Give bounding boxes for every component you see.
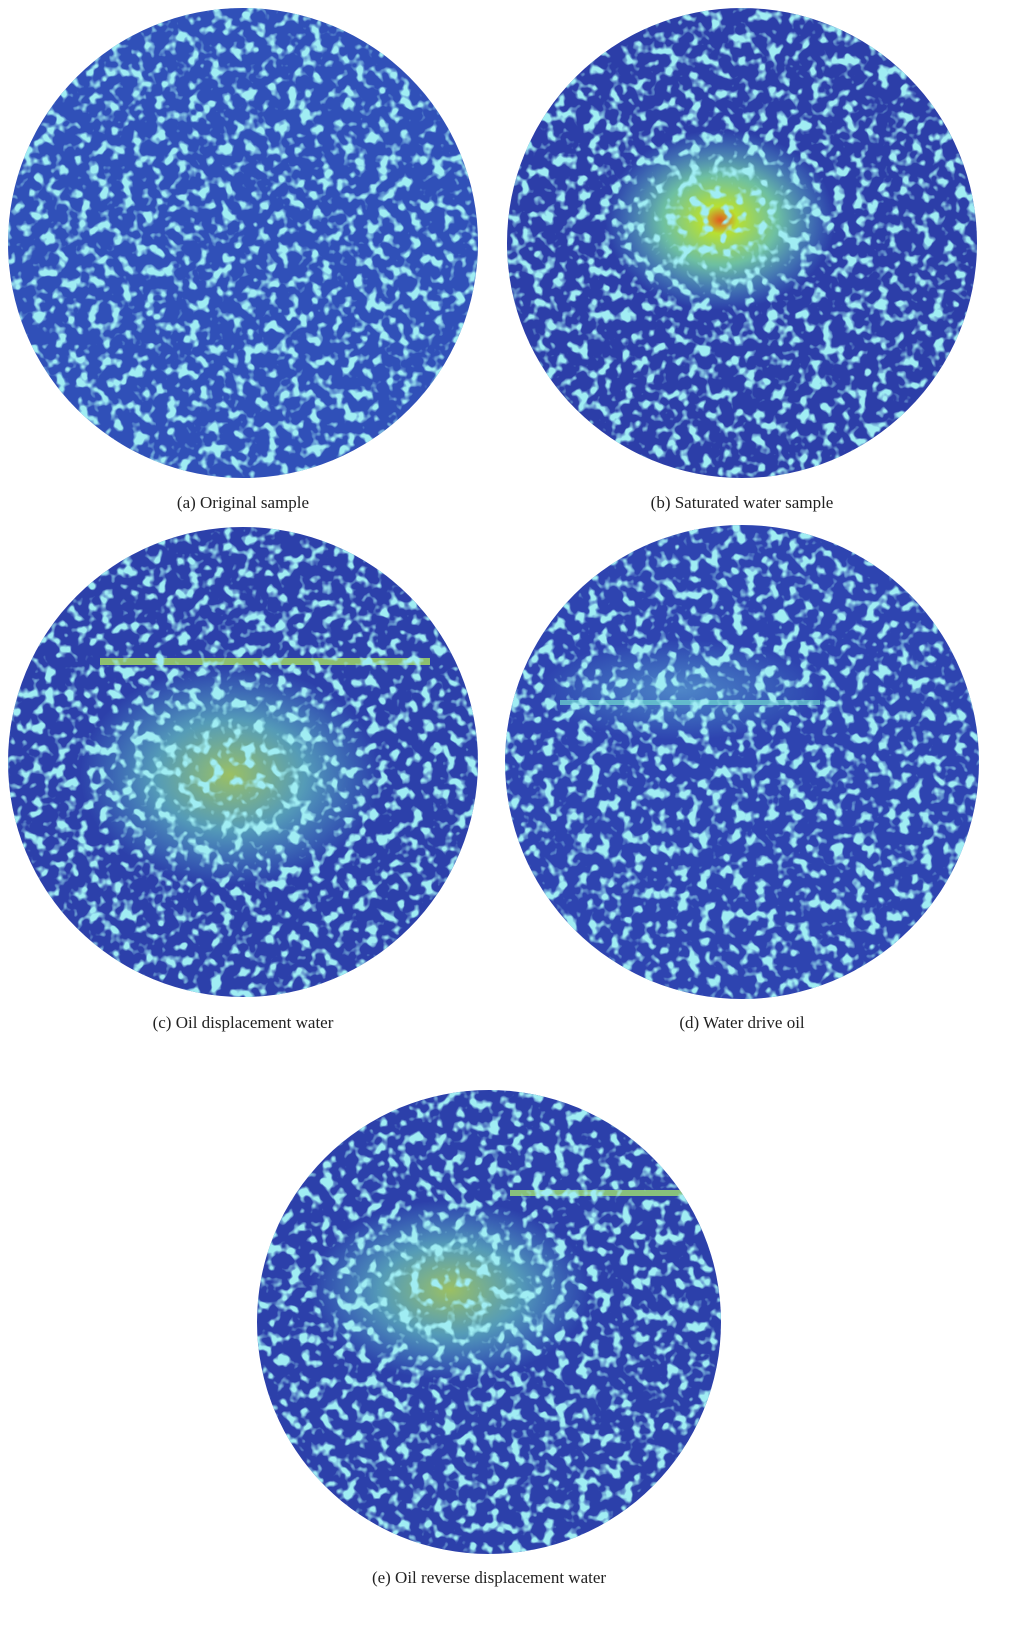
caption: (a) Original sample: [177, 493, 309, 512]
caption: (e) Oil reverse displacement water: [372, 1568, 606, 1587]
scan-image: [500, 520, 990, 1010]
caption: (d) Water drive oil: [679, 1013, 805, 1032]
page: (a) Original sample (b) Saturated water …: [0, 0, 1017, 1634]
scan-image: [0, 0, 490, 490]
caption: (c) Oil displacement water: [153, 1013, 334, 1032]
caption: (b) Saturated water sample: [651, 493, 834, 512]
scan-image: [250, 1085, 730, 1560]
scan-image: [0, 520, 490, 1010]
figure: (a) Original sample (b) Saturated water …: [0, 0, 1017, 1634]
scan-image: [500, 0, 990, 490]
